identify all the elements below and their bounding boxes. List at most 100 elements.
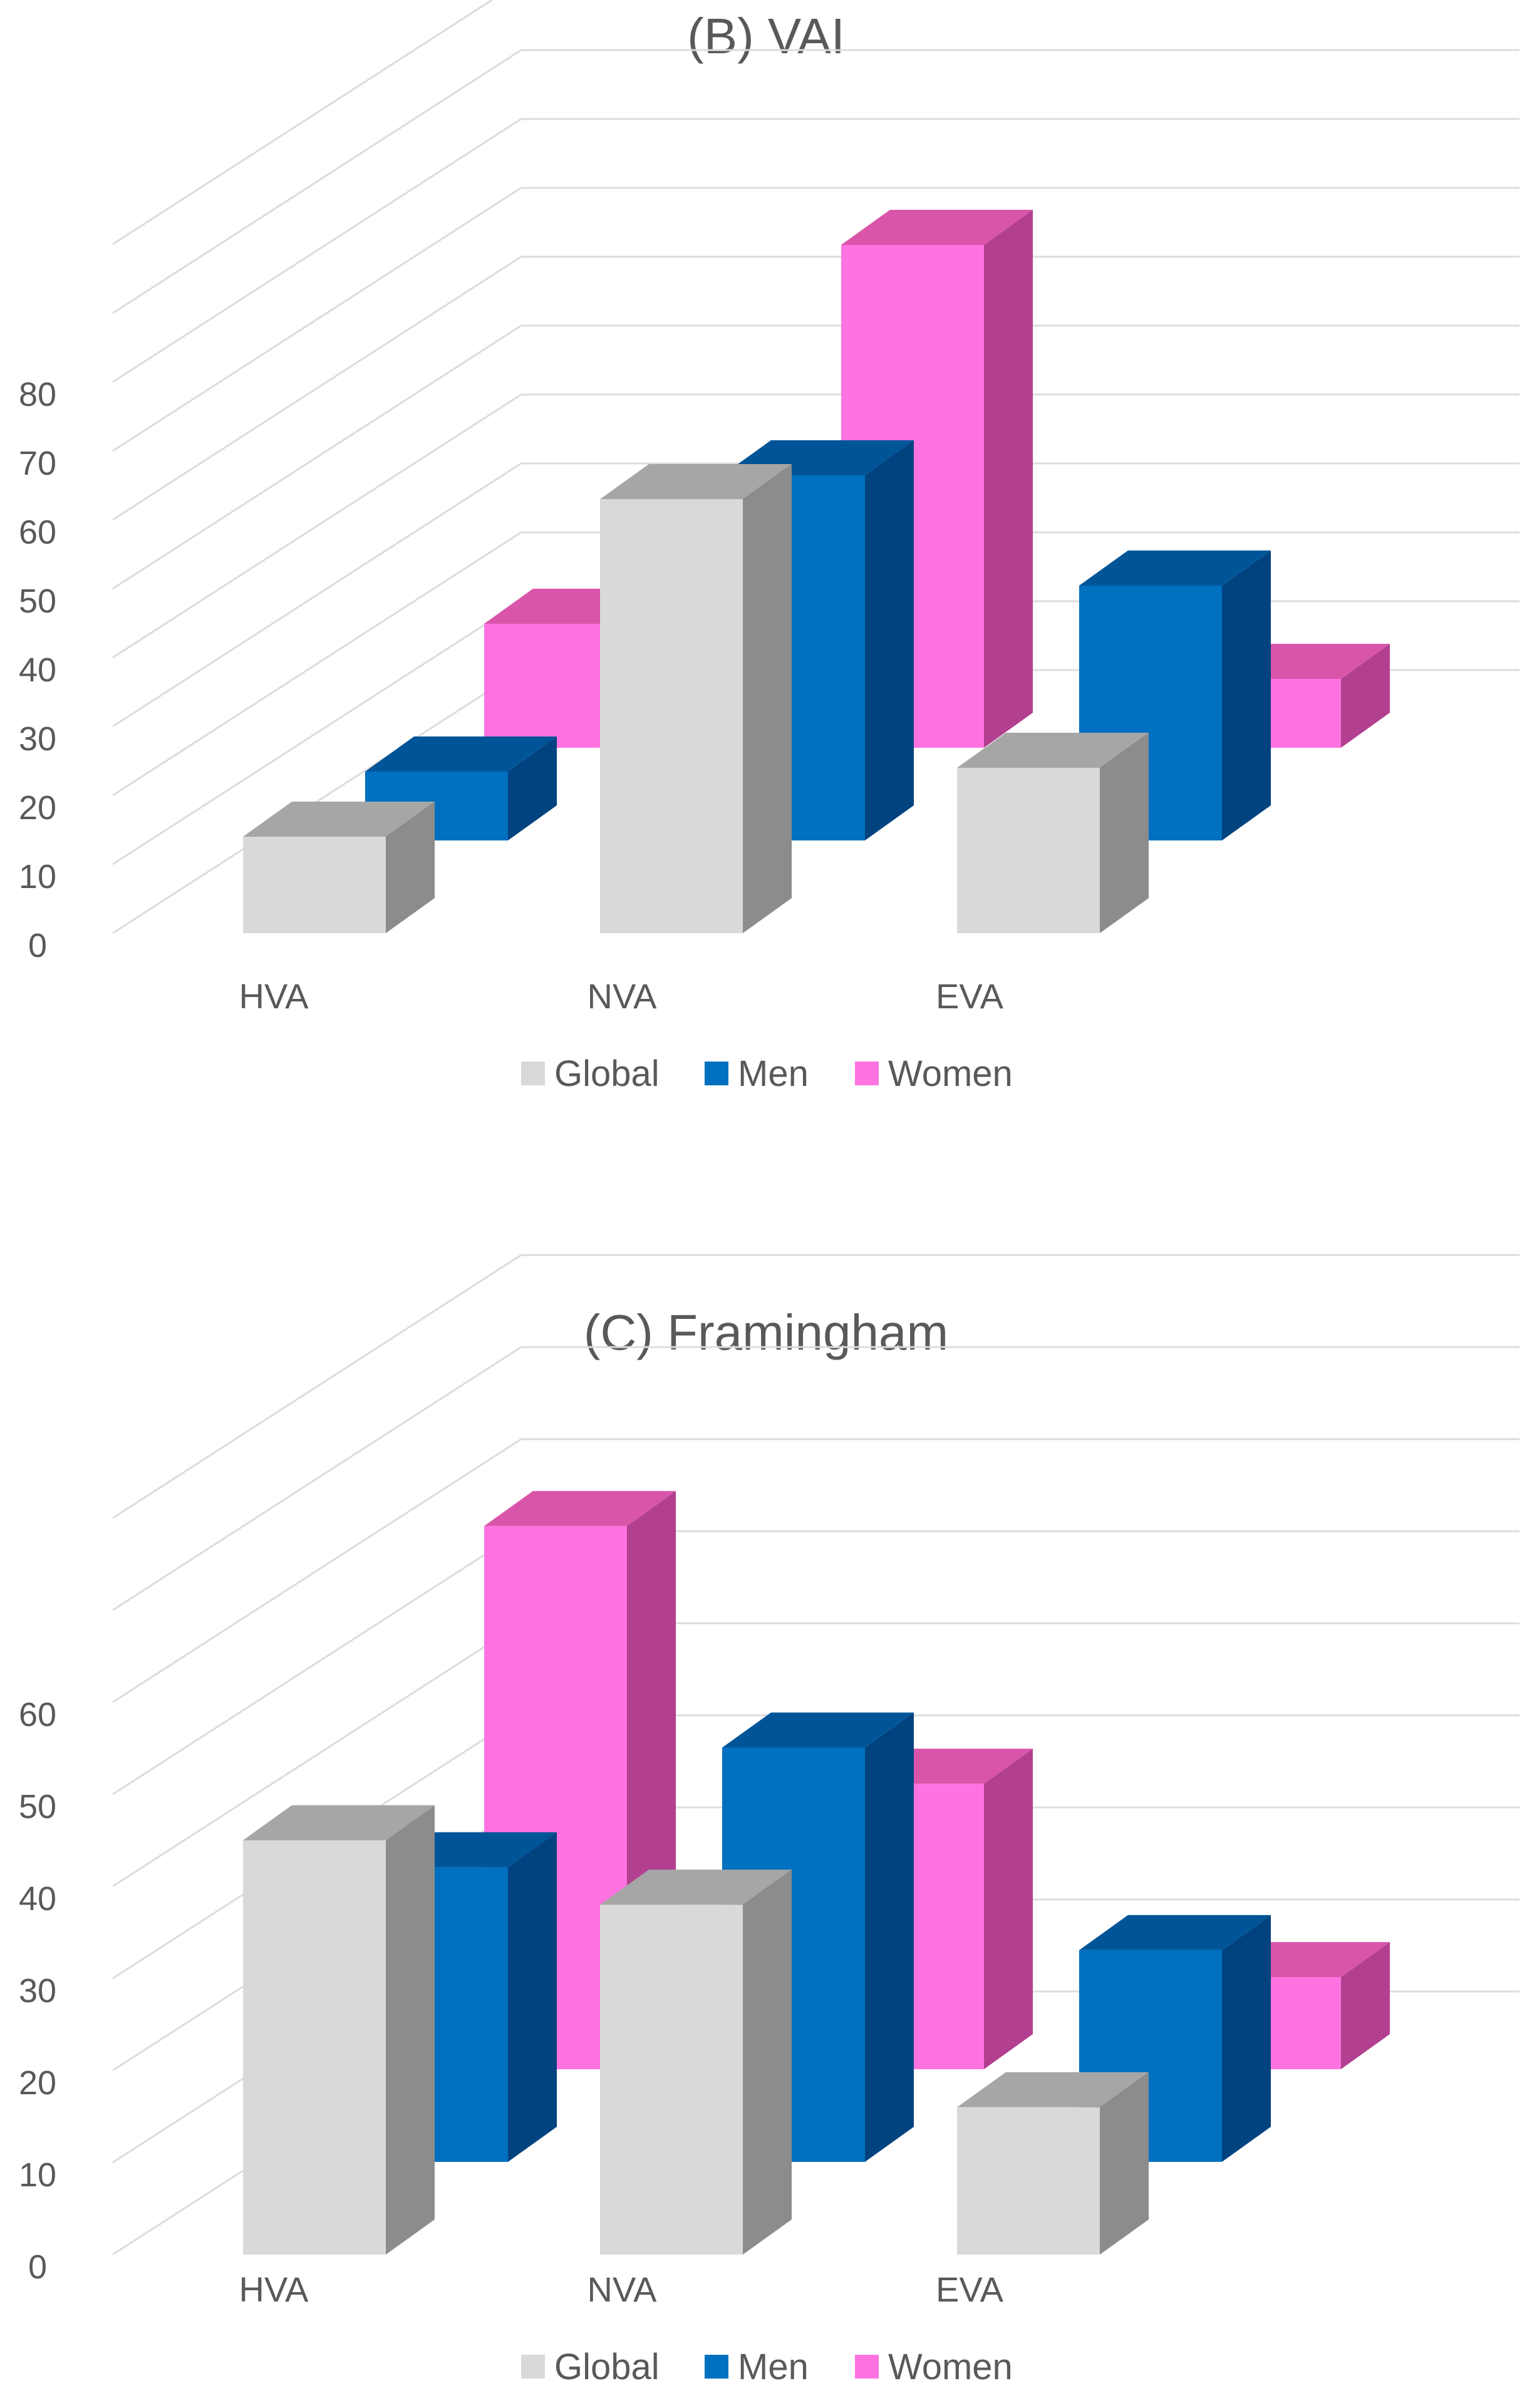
framingham-bar-global-nva — [600, 1869, 792, 2255]
vai-y-tick-label: 20 — [19, 789, 56, 827]
vai-chart: (B) VAI 0 10 20 30 40 50 60 70 80 HVA NVA EVA Gl… — [19, 0, 1519, 1094]
framingham-bar-men-nva-top — [722, 1712, 914, 1748]
framingham-bar-men-eva — [1079, 1915, 1271, 2162]
vai-bar-global-nva-front — [600, 499, 743, 933]
framingham-legend-item-women: Women — [855, 2347, 1013, 2387]
framingham-bar-men-eva-top — [1079, 1915, 1271, 1950]
framingham-gridline-diagonal — [112, 1622, 522, 1888]
vai-bar-men-hva-top — [365, 736, 557, 772]
framingham-y-tick-label: 10 — [19, 2156, 56, 2194]
framingham-legend: Global Men Women — [521, 2347, 1013, 2387]
vai-bar-global-hva-top — [243, 802, 435, 837]
framingham-bar-men-eva-side — [1222, 1915, 1271, 2162]
vai-gridline-diagonal — [112, 462, 522, 728]
vai-bar-global-hva — [243, 802, 435, 933]
vai-bar-men-nva-side — [865, 440, 914, 840]
framingham-bars — [243, 1491, 1390, 2255]
vai-bar-global-nva-top — [600, 464, 792, 499]
vai-bar-women-nva-top — [841, 210, 1033, 245]
vai-chart-title: (B) VAI — [687, 8, 845, 64]
framingham-gridline-diagonal — [112, 1346, 522, 1611]
framingham-bar-men-hva-side — [508, 1832, 557, 2162]
vai-legend-item-women: Women — [855, 1053, 1013, 1094]
vai-gridline-diagonal — [112, 256, 522, 521]
framingham-legend-item-men: Men — [705, 2347, 809, 2387]
framingham-y-tick-label: 50 — [19, 1788, 56, 1826]
vai-y-tick-label: 0 — [28, 927, 47, 964]
vai-legend-swatch-women — [855, 1062, 879, 1085]
vai-gridline-diagonal — [112, 49, 522, 314]
vai-legend-swatch-global — [521, 1062, 545, 1085]
vai-legend-label-men: Men — [738, 1053, 809, 1094]
vai-bar-global-hva-front — [243, 837, 386, 933]
framingham-y-tick-label: 40 — [19, 1880, 56, 1918]
framingham-y-tick-label: 60 — [19, 1696, 56, 1734]
framingham-y-tick-label: 20 — [19, 2064, 56, 2102]
vai-legend-label-global: Global — [554, 1053, 660, 1094]
framingham-legend-label-men: Men — [738, 2347, 809, 2387]
vai-y-tick-label: 70 — [19, 445, 56, 482]
vai-bar-women-eva-side — [1341, 644, 1390, 748]
framingham-y-tick-label: 0 — [28, 2248, 47, 2286]
framingham-category-label-eva: EVA — [936, 2270, 1004, 2309]
framingham-bar-global-hva-top — [243, 1805, 435, 1841]
vai-y-tick-label: 10 — [19, 858, 56, 896]
framingham-bar-global-eva-top — [957, 2072, 1149, 2107]
framingham-bar-men-hva — [365, 1832, 557, 2162]
vai-bar-global-eva-top — [957, 733, 1149, 768]
vai-y-tick-label: 80 — [19, 376, 56, 413]
framingham-bar-global-eva-side — [1100, 2072, 1149, 2255]
framingham-legend-label-women: Women — [888, 2347, 1013, 2387]
framingham-chart-title: (C) Framingham — [584, 1305, 948, 1360]
vai-gridline-diagonal — [112, 393, 522, 659]
vai-bar-women-nva-side — [984, 210, 1033, 748]
vai-y-tick-label: 50 — [19, 582, 56, 620]
framingham-legend-label-global: Global — [554, 2347, 660, 2387]
vai-gridline-diagonal — [112, 600, 522, 866]
framingham-legend-item-global: Global — [521, 2347, 660, 2387]
vai-bar-men-eva-side — [1222, 550, 1271, 840]
framingham-bar-women-eva-side — [1341, 1942, 1390, 2069]
vai-category-label-nva: NVA — [587, 976, 658, 1016]
vai-bar-global-eva-side — [1100, 733, 1149, 933]
vai-bar-global-eva-front — [957, 768, 1100, 933]
framingham-category-label-nva: NVA — [587, 2270, 658, 2309]
vai-bar-global-eva — [957, 733, 1149, 933]
framingham-y-tick-label: 30 — [19, 1972, 56, 2010]
vai-gridline-diagonal — [112, 187, 522, 452]
vai-y-tick-label: 60 — [19, 514, 56, 551]
framingham-chart: (C) Framingham 0 10 20 30 40 50 60 HVA NVA EVA… — [19, 1254, 1519, 2387]
vai-legend-label-women: Women — [888, 1053, 1013, 1094]
framingham-bar-global-eva-front — [957, 2107, 1100, 2255]
framingham-bar-men-nva-side — [865, 1712, 914, 2162]
vai-y-tick-label: 40 — [19, 651, 56, 689]
vai-bar-global-hva-side — [386, 802, 435, 933]
vai-gridline-diagonal — [112, 531, 522, 797]
vai-legend-swatch-men — [705, 1062, 728, 1085]
vai-category-label-eva: EVA — [936, 976, 1004, 1016]
framingham-gridline-diagonal — [112, 1530, 522, 1796]
framingham-legend-swatch-women — [855, 2355, 879, 2379]
framingham-bar-global-hva — [243, 1805, 435, 2255]
framingham-bar-women-hva-top — [484, 1491, 676, 1526]
framingham-bar-global-nva-front — [600, 1904, 743, 2255]
vai-gridline-diagonal — [112, 0, 494, 245]
vai-y-tick-label: 30 — [19, 720, 56, 758]
framingham-legend-swatch-global — [521, 2355, 545, 2379]
framingham-bar-global-nva-side — [743, 1869, 792, 2255]
vai-gridline-diagonal — [112, 324, 522, 590]
vai-bar-men-eva-top — [1079, 550, 1271, 586]
framingham-y-axis-ticks: 0 10 20 30 40 50 60 — [19, 1696, 56, 2286]
framingham-bar-global-hva-side — [386, 1805, 435, 2255]
framingham-category-label-hva: HVA — [239, 2270, 309, 2309]
framingham-bar-global-hva-front — [243, 1840, 386, 2255]
framingham-legend-swatch-men — [705, 2355, 728, 2379]
framingham-bar-global-eva — [957, 2072, 1149, 2255]
framingham-gridline-diagonal — [112, 1438, 522, 1703]
vai-category-label-hva: HVA — [239, 976, 309, 1016]
vai-gridline-diagonal — [112, 118, 522, 383]
vai-bars — [243, 210, 1390, 933]
vai-legend-item-men: Men — [705, 1053, 809, 1094]
vai-y-axis-ticks: 0 10 20 30 40 50 60 70 80 — [19, 376, 56, 964]
